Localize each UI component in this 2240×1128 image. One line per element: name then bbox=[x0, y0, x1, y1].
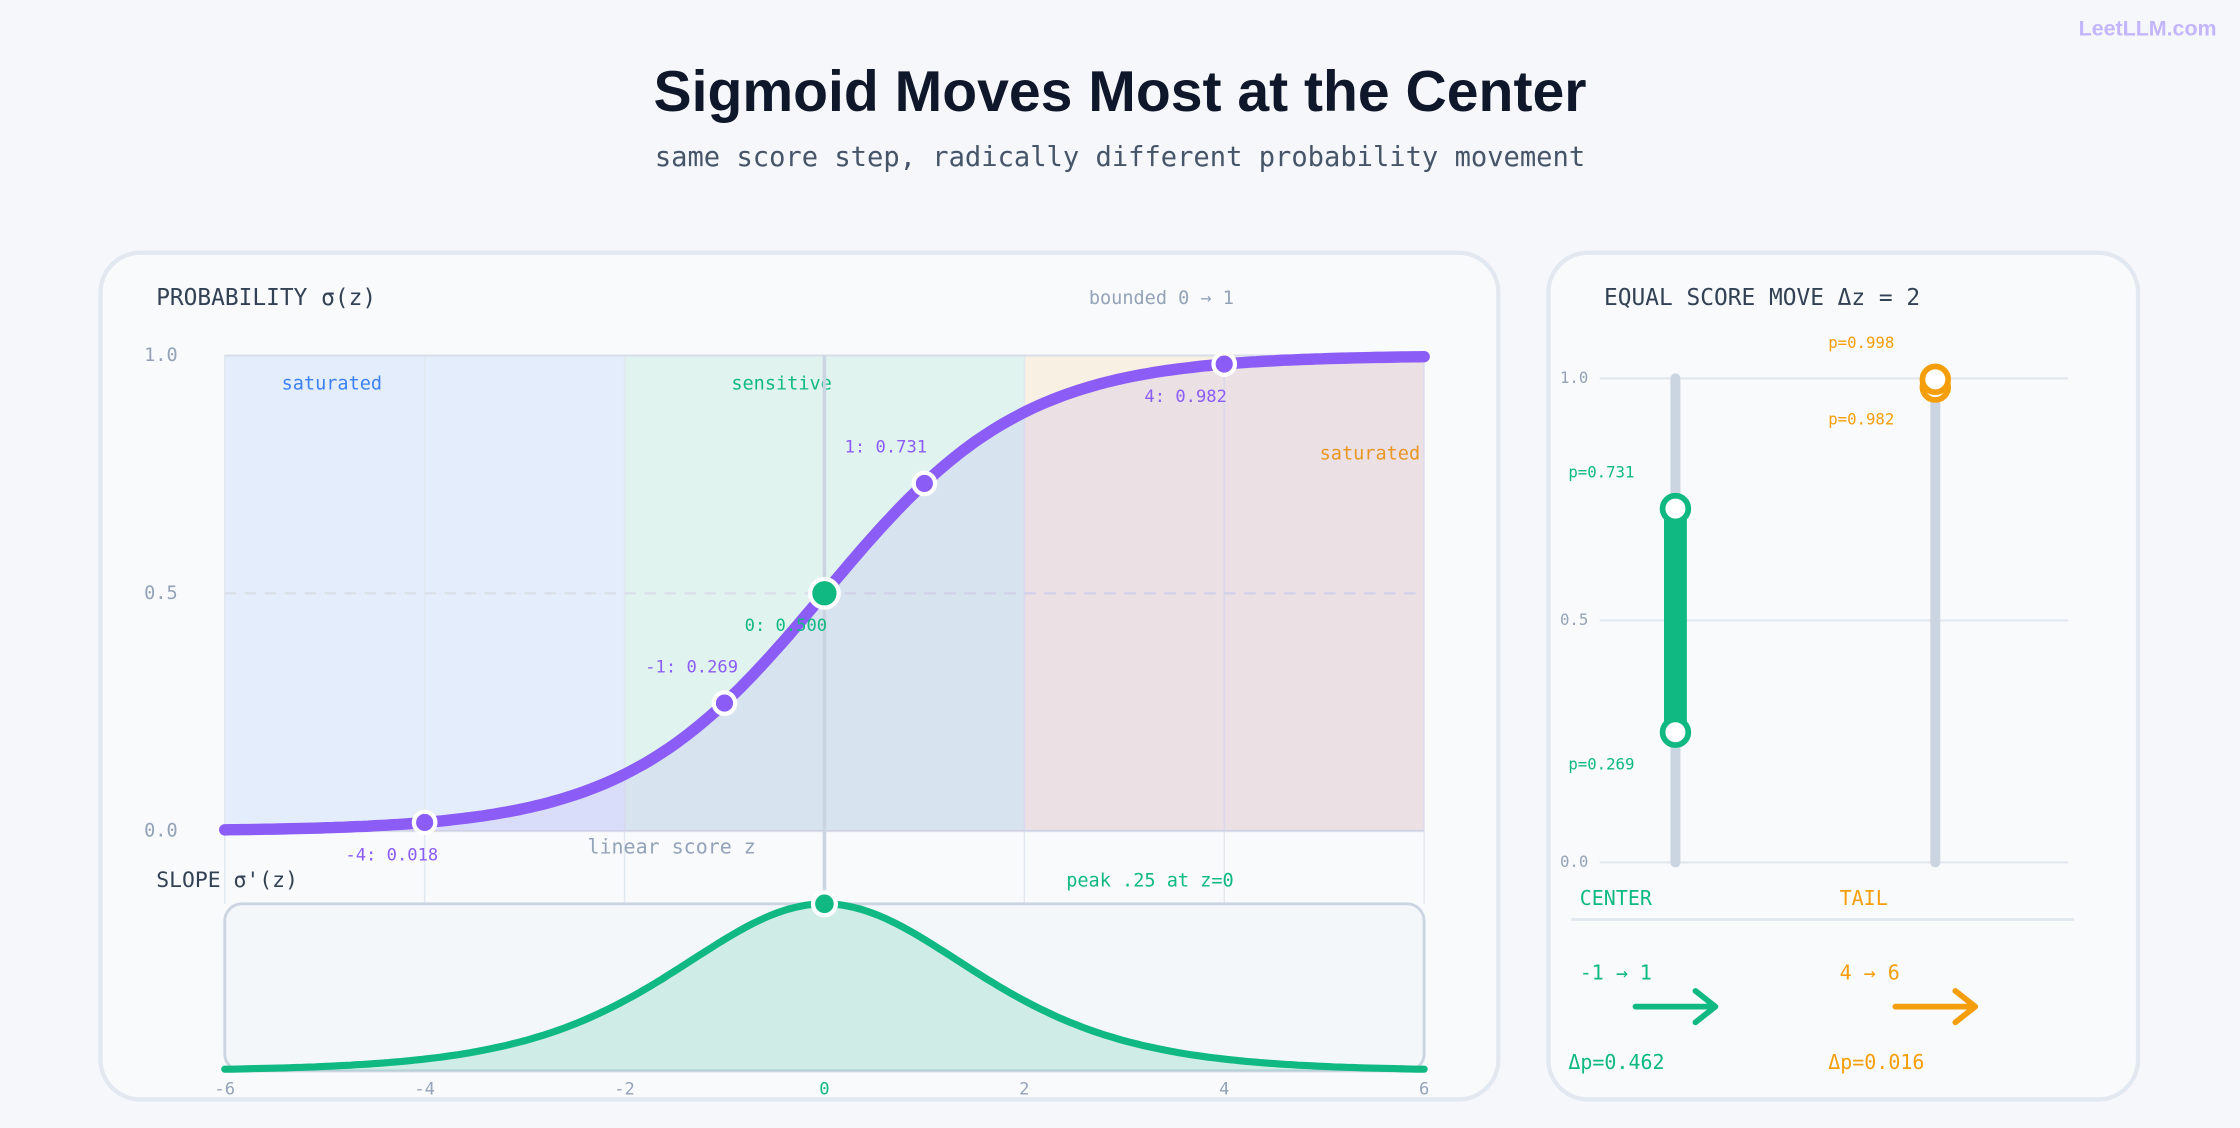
high-point bbox=[1659, 492, 1692, 525]
low-label: p=0.982 bbox=[1828, 409, 1894, 428]
subtitle: same score step, radically different pro… bbox=[655, 142, 1585, 173]
slope-area bbox=[224, 903, 1425, 1071]
x-tick-label: 2 bbox=[1019, 1079, 1029, 1099]
point-label: 1: 0.731 bbox=[845, 438, 927, 458]
delta-label: Δp=0.462 bbox=[1568, 1050, 1664, 1074]
point-label: 4: 0.982 bbox=[1144, 387, 1226, 407]
point bbox=[808, 576, 841, 610]
region-label: saturated bbox=[282, 374, 383, 395]
y-tick-label: 0.5 bbox=[144, 583, 178, 604]
peak-point bbox=[810, 890, 838, 918]
point bbox=[711, 690, 738, 716]
high-point bbox=[1919, 363, 1952, 396]
region-label: sensitive bbox=[731, 374, 831, 395]
move-label: -1 → 1 bbox=[1580, 960, 1652, 984]
low-point bbox=[1659, 716, 1692, 748]
x-tick-label: 4 bbox=[1219, 1079, 1229, 1099]
high-label: p=0.731 bbox=[1568, 462, 1634, 481]
point-label: 0: 0.500 bbox=[745, 616, 827, 636]
left-panel bbox=[98, 250, 1501, 1102]
arrow bbox=[1892, 988, 1979, 1026]
x-axis-label: linear score z bbox=[587, 835, 755, 859]
y-tick-label: 1.0 bbox=[144, 345, 178, 366]
x-tick-label: 6 bbox=[1419, 1079, 1429, 1099]
category-label: TAIL bbox=[1840, 886, 1888, 910]
x-tick-label: -4 bbox=[414, 1079, 435, 1099]
arrow bbox=[1632, 988, 1719, 1026]
annotation: peak .25 at z=0 bbox=[1066, 870, 1234, 891]
y-tick-label: 1.0 bbox=[1560, 368, 1588, 387]
point bbox=[1211, 351, 1238, 377]
point bbox=[411, 809, 438, 836]
point-label: -4: 0.018 bbox=[345, 845, 438, 865]
title: Sigmoid Moves Most at the Center bbox=[654, 60, 1587, 124]
panel-title: EQUAL SCORE MOVE Δz = 2 bbox=[1604, 285, 1920, 311]
delta-label: Δp=0.016 bbox=[1828, 1050, 1924, 1074]
point bbox=[911, 470, 938, 497]
panel-subtitle: bounded 0 → 1 bbox=[1089, 288, 1234, 309]
x-tick-label: -2 bbox=[614, 1079, 635, 1099]
panel-title: SLOPE σ'(z) bbox=[156, 868, 298, 893]
region-label: saturated bbox=[1320, 444, 1421, 465]
x-tick-label: 0 bbox=[819, 1079, 829, 1099]
panel-title: PROBABILITY σ(z) bbox=[156, 285, 376, 311]
y-tick-label: 0.0 bbox=[144, 821, 178, 842]
right-panel bbox=[1546, 250, 2141, 1102]
category-label: CENTER bbox=[1580, 886, 1653, 910]
high-label: p=0.998 bbox=[1828, 333, 1894, 352]
move-label: 4 → 6 bbox=[1840, 960, 1900, 984]
low-label: p=0.269 bbox=[1568, 755, 1634, 774]
point-label: -1: 0.269 bbox=[645, 657, 738, 677]
y-tick-label: 0.0 bbox=[1560, 852, 1588, 871]
brand: LeetLLM.com bbox=[2079, 17, 2217, 41]
x-tick-label: -6 bbox=[214, 1079, 235, 1099]
y-tick-label: 0.5 bbox=[1560, 610, 1588, 629]
